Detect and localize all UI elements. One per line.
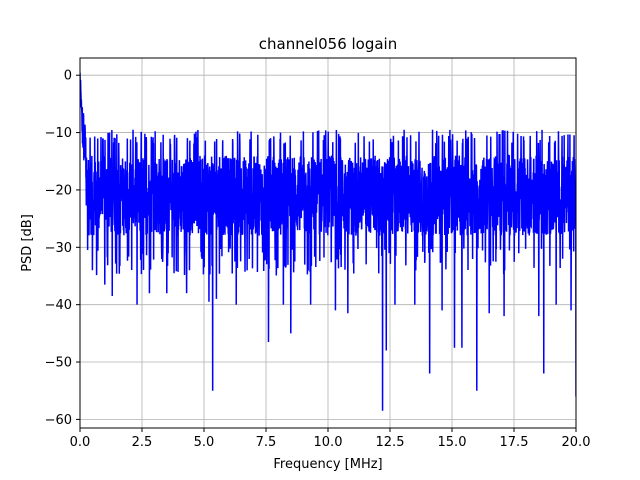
x-tick-label: 15.0 xyxy=(438,435,467,450)
y-tick-label: −30 xyxy=(45,241,72,256)
x-tick-label: 10.0 xyxy=(314,435,343,450)
y-tick-label: −10 xyxy=(45,126,72,141)
chart-title: channel056 logain xyxy=(259,35,398,53)
x-axis-label: Frequency [MHz] xyxy=(273,457,382,472)
series-line-psd xyxy=(80,72,576,411)
y-tick-label: −60 xyxy=(45,413,72,428)
y-axis-ticks: 0 −10 −20 −30 −40 −50 −60 xyxy=(45,69,80,428)
y-axis-label: PSD [dB] xyxy=(20,214,35,272)
y-tick-label: −20 xyxy=(45,183,72,198)
x-tick-label: 2.5 xyxy=(132,435,153,450)
x-tick-label: 12.5 xyxy=(376,435,405,450)
x-axis-ticks: 0.0 2.5 5.0 7.5 10.0 12.5 15.0 17.5 20.0 xyxy=(70,428,591,450)
y-tick-label: −50 xyxy=(45,356,72,371)
y-tick-label: 0 xyxy=(64,69,72,84)
x-tick-label: 20.0 xyxy=(562,435,591,450)
x-tick-label: 7.5 xyxy=(256,435,277,450)
x-tick-label: 17.5 xyxy=(500,435,529,450)
y-tick-label: −40 xyxy=(45,298,72,313)
x-tick-label: 5.0 xyxy=(194,435,215,450)
plot-area xyxy=(80,72,576,411)
x-tick-label: 0.0 xyxy=(70,435,91,450)
